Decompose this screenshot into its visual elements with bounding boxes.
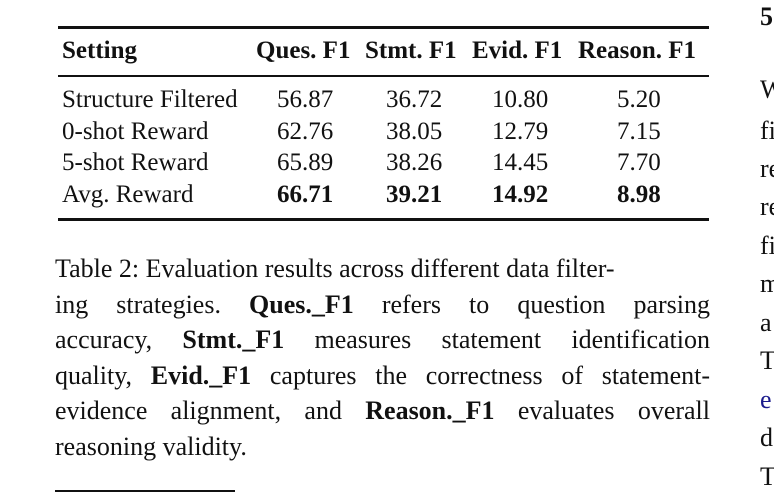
cell-reason-f1: 7.70: [617, 149, 661, 176]
table-header-rule: [58, 75, 709, 77]
cell-reason-f1: 8.98: [617, 181, 661, 208]
caption-text: measures statement identification: [314, 325, 711, 354]
row-setting: Avg. Reward: [62, 181, 194, 208]
cell-evid-f1: 10.80: [492, 86, 549, 113]
table-bottom-rule: [58, 218, 709, 221]
cell-ques-f1: 62.76: [277, 118, 334, 145]
right-column-fragment: re: [760, 154, 774, 183]
cell-reason-f1: 7.15: [617, 118, 661, 145]
right-column-fragment: T: [760, 346, 774, 375]
cell-ques-f1: 65.89: [277, 149, 334, 176]
caption-text: quality,: [55, 360, 133, 390]
caption-text: evaluates overall: [517, 396, 711, 425]
caption-line: accuracy, Stmt._F1 measures statement id…: [55, 322, 710, 358]
table-row: 5-shot Reward 65.89 38.26 14.45 7.70: [0, 147, 774, 179]
caption-line: quality, Evid._F1 captures the correctne…: [55, 358, 710, 394]
cell-stmt-f1: 39.21: [386, 181, 443, 208]
cell-evid-f1: 14.92: [492, 181, 549, 208]
caption-term: Stmt._F1: [182, 325, 285, 354]
caption-line: reasoning validity.: [55, 431, 247, 461]
cell-evid-f1: 14.45: [492, 149, 549, 176]
right-column-fragment: T: [760, 462, 774, 491]
table-row-best: Avg. Reward 66.71 39.21 14.92 8.98: [0, 179, 774, 211]
right-column-clipped: 5 W fi re re fi m a T e d T: [757, 0, 774, 494]
caption-line: Table 2: Evaluation results across diffe…: [55, 254, 615, 283]
right-column-fragment: 5: [760, 2, 773, 31]
caption-term: Evid._F1: [150, 360, 252, 390]
footnote-rule: [55, 490, 235, 492]
caption-line: ing strategies. Ques._F1 refers to quest…: [55, 287, 710, 323]
header-reason-f1: Reason. F1: [578, 37, 697, 64]
caption-text: evidence alignment, and: [55, 396, 342, 425]
caption-term: Reason._F1: [365, 396, 495, 425]
caption-line: evidence alignment, and Reason._F1 evalu…: [55, 393, 710, 429]
caption-term: Ques._F1: [249, 289, 354, 319]
cell-evid-f1: 12.79: [492, 118, 549, 145]
right-column-fragment: d: [760, 423, 773, 452]
right-column-link-fragment[interactable]: e: [760, 385, 772, 414]
header-evid-f1: Evid. F1: [472, 37, 563, 64]
cell-ques-f1: 66.71: [277, 181, 334, 208]
table-top-rule: [58, 26, 709, 29]
row-setting: 0-shot Reward: [62, 118, 209, 145]
table-caption: Table 2: Evaluation results across diffe…: [55, 251, 710, 464]
caption-text: refers to question parsing: [381, 289, 711, 319]
row-setting: 5-shot Reward: [62, 149, 209, 176]
right-column-fragment: re: [760, 192, 774, 221]
row-setting: Structure Filtered: [62, 86, 238, 113]
caption-text: captures the correctness of statement-: [269, 360, 711, 390]
caption-text: accuracy,: [55, 325, 153, 354]
right-column-fragment: fi: [760, 231, 774, 260]
right-column-fragment: a: [760, 308, 772, 337]
table-row: 0-shot Reward 62.76 38.05 12.79 7.15: [0, 116, 774, 148]
right-column-fragment: W: [760, 75, 774, 104]
cell-stmt-f1: 38.05: [386, 118, 443, 145]
cell-stmt-f1: 38.26: [386, 149, 443, 176]
caption-text: ing strategies.: [55, 289, 221, 319]
cell-ques-f1: 56.87: [277, 86, 334, 113]
right-column-fragment: fi: [760, 116, 774, 145]
cell-stmt-f1: 36.72: [386, 86, 443, 113]
cell-reason-f1: 5.20: [617, 86, 661, 113]
header-setting: Setting: [62, 37, 137, 64]
header-stmt-f1: Stmt. F1: [365, 37, 457, 64]
header-ques-f1: Ques. F1: [256, 37, 351, 64]
table-row: Structure Filtered 56.87 36.72 10.80 5.2…: [0, 84, 774, 116]
right-column-fragment: m: [760, 269, 774, 298]
